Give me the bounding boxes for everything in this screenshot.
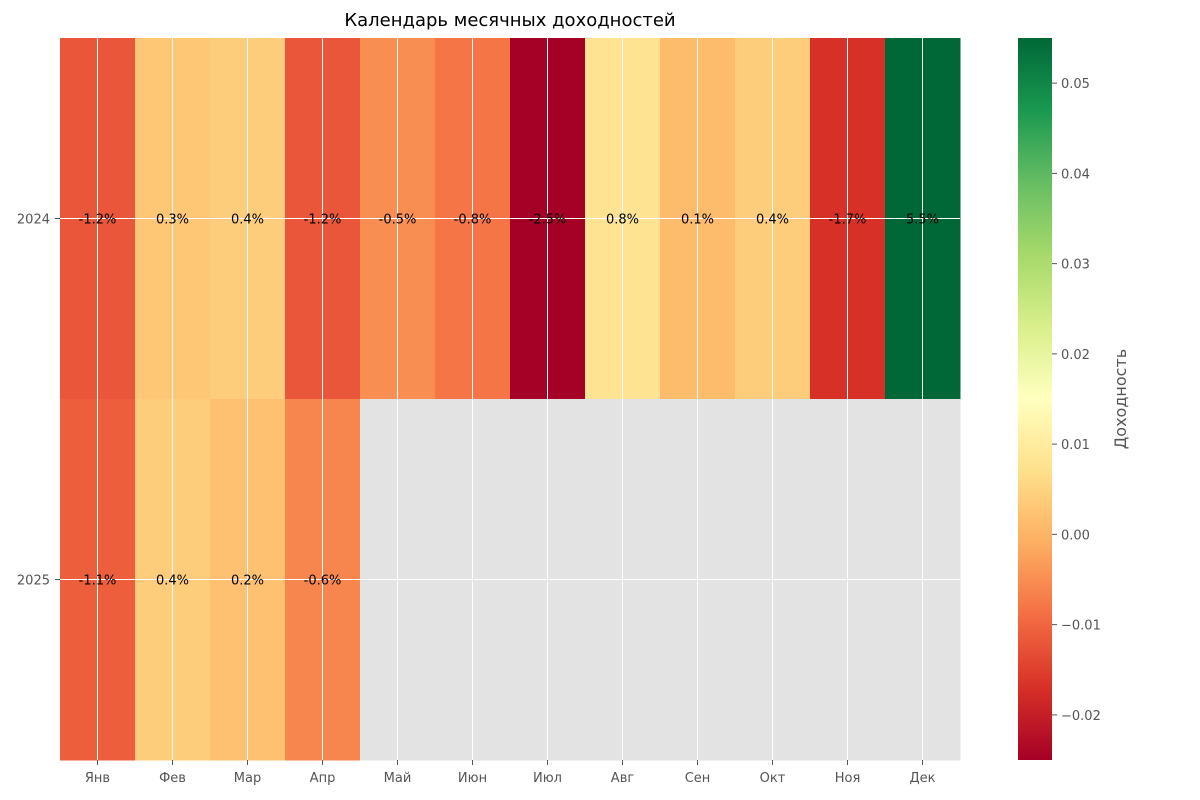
- y-tick-label: 2025: [17, 574, 50, 589]
- cell-label-2024-5: -0.5%: [379, 213, 417, 228]
- cell-label-2024-1: -1.2%: [79, 213, 117, 228]
- cell-label-2024-12: 5.5%: [906, 213, 939, 228]
- colorbar-tick-label: 0.04: [1061, 167, 1090, 182]
- x-tick-label: Ноя: [835, 771, 861, 786]
- x-tick-label: Апр: [310, 771, 336, 786]
- colorbar-tick-label: 0.01: [1061, 438, 1090, 453]
- x-tick-label: Июн: [458, 771, 487, 786]
- x-tick-label: Фев: [159, 771, 186, 786]
- x-tick-label: Дек: [909, 771, 935, 786]
- cell-label-2024-7: -2.5%: [529, 213, 567, 228]
- x-tick-label: Сен: [685, 771, 711, 786]
- colorbar-tick-label: −0.02: [1061, 709, 1101, 724]
- x-tick-label: Май: [384, 771, 412, 786]
- colorbar-tick-label: −0.01: [1061, 619, 1101, 634]
- cell-label-2024-4: -1.2%: [304, 213, 342, 228]
- y-tick-label: 2024: [17, 213, 50, 228]
- x-tick-label: Июл: [533, 771, 562, 786]
- x-tick-label: Мар: [234, 771, 261, 786]
- cell-label-2025-2: 0.4%: [156, 574, 189, 589]
- cell-label-2024-11: -1.7%: [829, 213, 867, 228]
- cell-label-2024-6: -0.8%: [454, 213, 492, 228]
- chart-title: Календарь месячных доходностей: [344, 10, 676, 31]
- cell-label-2024-3: 0.4%: [231, 213, 264, 228]
- colorbar-tick-label: 0.03: [1061, 258, 1090, 273]
- cell-label-2024-10: 0.4%: [756, 213, 789, 228]
- cell-label-2024-9: 0.1%: [681, 213, 714, 228]
- cell-label-2024-2: 0.3%: [156, 213, 189, 228]
- x-tick-label: Янв: [85, 771, 110, 786]
- cell-label-2025-3: 0.2%: [231, 574, 264, 589]
- x-tick-label: Окт: [760, 771, 786, 786]
- cell-label-2025-1: -1.1%: [79, 574, 117, 589]
- colorbar-tick-label: 0.02: [1061, 348, 1090, 363]
- x-tick-label: Авг: [611, 771, 635, 786]
- colorbar-tick-label: 0.05: [1061, 77, 1090, 92]
- colorbar-tick-label: 0.00: [1061, 528, 1090, 543]
- cell-label-2025-4: -0.6%: [304, 574, 342, 589]
- colorbar: [1018, 38, 1052, 760]
- colorbar-label: Доходность: [1111, 349, 1130, 449]
- cell-label-2024-8: 0.8%: [606, 213, 639, 228]
